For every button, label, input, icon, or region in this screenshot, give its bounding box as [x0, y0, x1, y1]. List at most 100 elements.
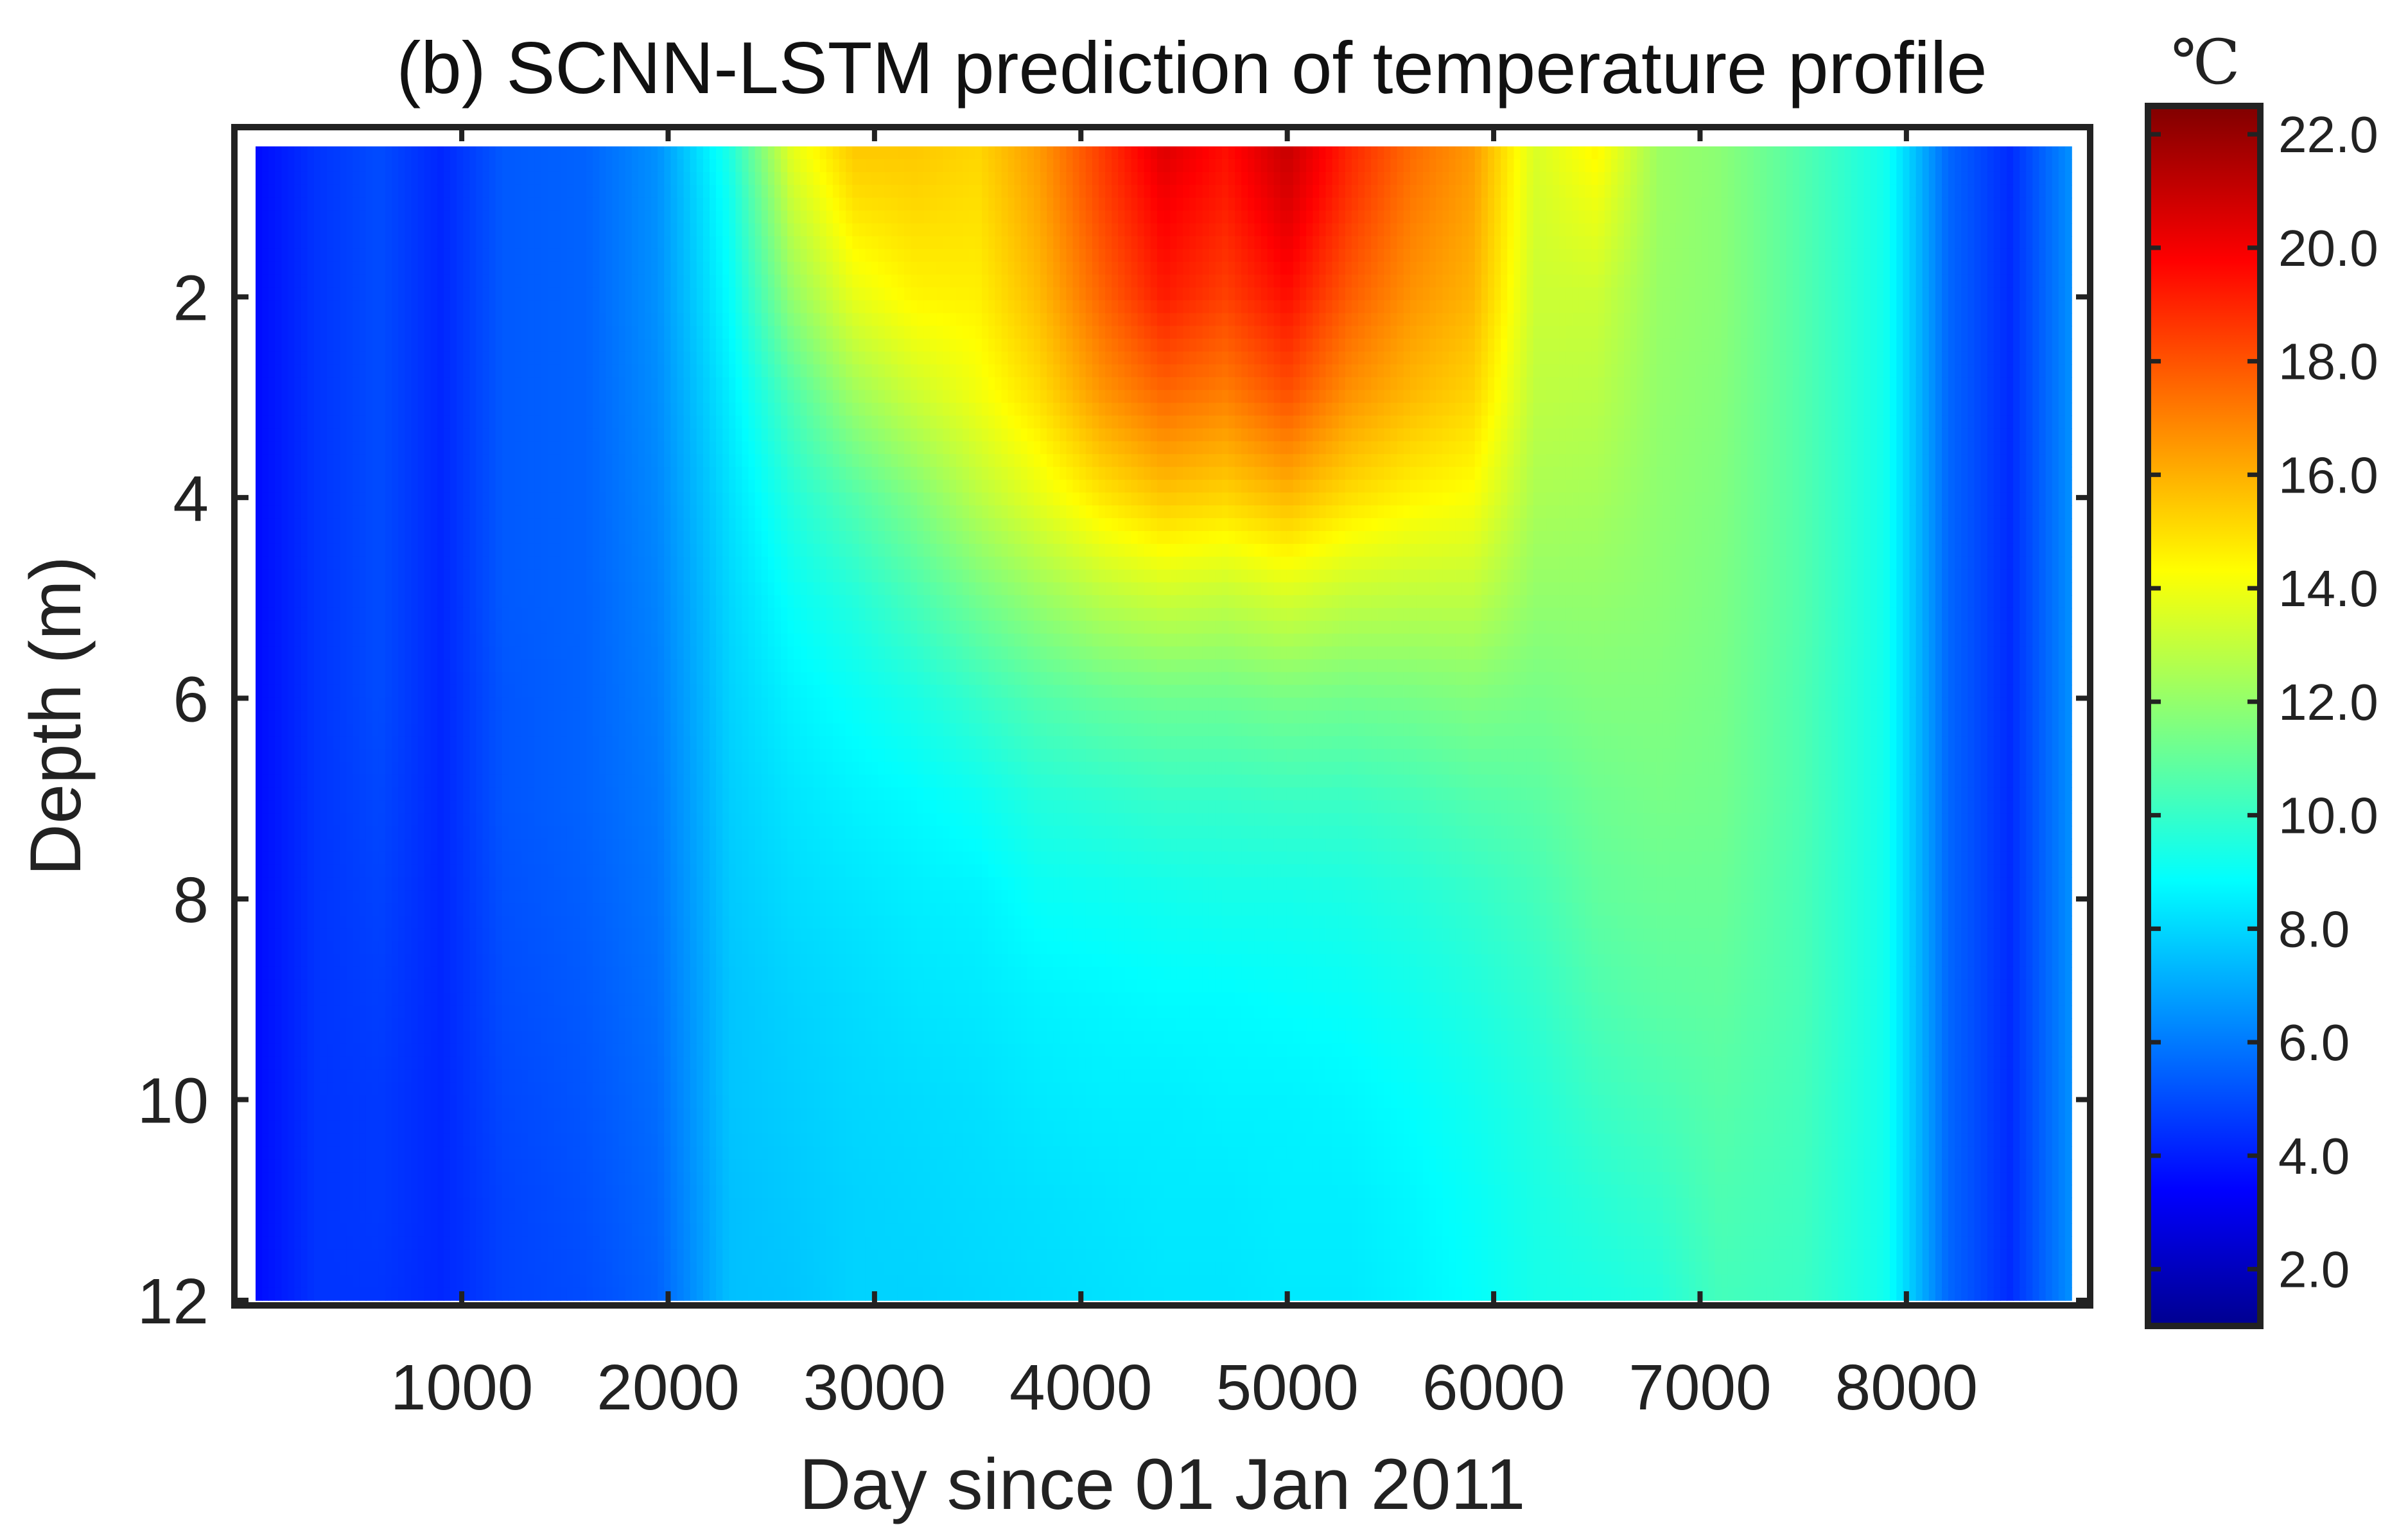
heatmap-cell — [288, 762, 295, 776]
heatmap-cell — [606, 223, 613, 237]
heatmap-cell — [365, 979, 373, 993]
heatmap-cell — [268, 800, 276, 814]
heatmap-cell — [288, 223, 295, 237]
heatmap-cell — [430, 851, 438, 865]
heatmap-cell — [424, 582, 432, 596]
heatmap-cell — [307, 223, 315, 237]
heatmap-cell — [411, 1275, 419, 1288]
heatmap-cell — [405, 723, 412, 737]
heatmap-cell — [580, 762, 587, 776]
heatmap-cell — [340, 1043, 347, 1058]
heatmap-cell — [313, 1043, 321, 1058]
heatmap-cell — [262, 210, 269, 224]
heatmap-cell — [353, 300, 360, 314]
heatmap-cell — [476, 890, 484, 903]
heatmap-cell — [443, 441, 451, 455]
heatmap-cell — [313, 313, 321, 327]
heatmap-cell — [612, 531, 620, 545]
heatmap-cell — [424, 518, 432, 532]
heatmap-cell — [502, 569, 509, 583]
heatmap-cell — [502, 1005, 509, 1019]
heatmap-cell — [424, 1120, 432, 1135]
heatmap-cell — [482, 1262, 490, 1275]
heatmap-cell — [566, 800, 574, 814]
heatmap-cell — [430, 633, 438, 647]
heatmap-cell — [281, 1056, 289, 1070]
heatmap-cell — [586, 326, 593, 340]
heatmap-cell — [262, 505, 269, 519]
heatmap-cell — [443, 749, 451, 763]
heatmap-cell — [320, 223, 327, 237]
heatmap-cell — [392, 403, 399, 417]
heatmap-cell — [405, 184, 412, 198]
heatmap-cell — [450, 1043, 457, 1058]
heatmap-cell — [508, 839, 516, 852]
heatmap-cell — [268, 582, 276, 596]
heatmap-cell — [554, 736, 561, 750]
heatmap-cell — [528, 326, 536, 340]
heatmap-cell — [313, 1069, 321, 1083]
heatmap-cell — [476, 839, 484, 852]
heatmap-cell — [515, 864, 522, 878]
heatmap-cell — [301, 518, 308, 532]
heatmap-cell — [281, 403, 289, 417]
heatmap-cell — [457, 890, 464, 903]
heatmap-cell — [573, 1133, 580, 1147]
heatmap-cell — [301, 736, 308, 750]
heatmap-cell — [385, 518, 392, 532]
heatmap-cell — [489, 492, 496, 506]
heatmap-cell — [424, 338, 432, 353]
heatmap-cell — [528, 274, 536, 288]
heatmap-cell — [398, 633, 406, 647]
heatmap-cell — [372, 1159, 380, 1173]
heatmap-cell — [554, 1262, 561, 1275]
heatmap-cell — [320, 1018, 327, 1032]
heatmap-cell — [508, 569, 516, 583]
heatmap-cell — [424, 595, 432, 609]
heatmap-cell — [566, 146, 574, 160]
heatmap-cell — [262, 620, 269, 634]
heatmap-cell — [554, 1159, 561, 1173]
heatmap-cell — [385, 184, 392, 198]
heatmap-cell — [560, 556, 568, 570]
heatmap-cell — [606, 839, 613, 852]
heatmap-cell — [463, 736, 471, 750]
heatmap-cell — [489, 1108, 496, 1122]
heatmap-cell — [353, 518, 360, 532]
heatmap-cell — [463, 171, 471, 186]
heatmap-cell — [437, 954, 444, 968]
heatmap-cell — [482, 1120, 490, 1135]
heatmap-cell — [430, 313, 438, 327]
heatmap-cell — [521, 543, 528, 557]
heatmap-cell — [606, 300, 613, 314]
heatmap-cell — [573, 313, 580, 327]
heatmap-cell — [281, 762, 289, 776]
heatmap-cell — [424, 710, 432, 724]
heatmap-cell — [417, 826, 425, 839]
heatmap-cell — [430, 171, 438, 186]
heatmap-cell — [365, 505, 373, 519]
heatmap-cell — [385, 826, 392, 839]
heatmap-cell — [378, 954, 386, 968]
heatmap-cell — [307, 723, 315, 737]
heatmap-cell — [320, 403, 327, 417]
heatmap-cell — [528, 979, 536, 993]
heatmap-cell — [606, 1262, 613, 1275]
heatmap-cell — [547, 1095, 555, 1109]
heatmap-cell — [534, 287, 542, 301]
heatmap-cell — [554, 1108, 561, 1122]
heatmap-cell — [586, 1120, 593, 1135]
heatmap-cell — [450, 620, 457, 634]
heatmap-cell — [534, 1198, 542, 1212]
heatmap-cell — [450, 1287, 457, 1301]
heatmap-cell — [566, 941, 574, 955]
heatmap-cell — [430, 607, 438, 622]
heatmap-cell — [340, 492, 347, 506]
heatmap-cell — [365, 582, 373, 596]
heatmap-cell — [554, 1120, 561, 1135]
heatmap-cell — [301, 171, 308, 186]
heatmap-cell — [554, 851, 561, 865]
heatmap-cell — [313, 1095, 321, 1109]
heatmap-cell — [398, 300, 406, 314]
heatmap-cell — [554, 184, 561, 198]
